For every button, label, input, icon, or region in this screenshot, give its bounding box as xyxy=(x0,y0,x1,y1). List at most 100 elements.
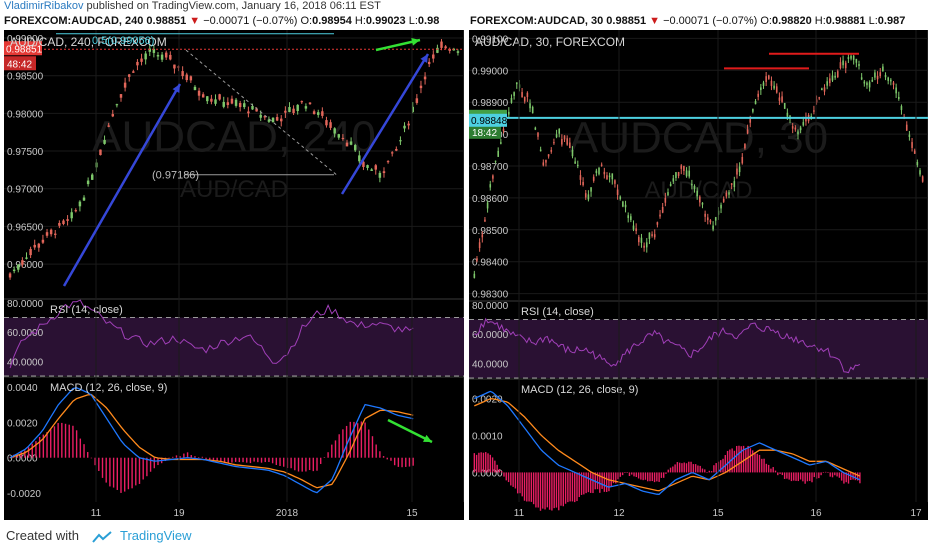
candle-body xyxy=(45,232,49,236)
macd-hist-bar xyxy=(42,434,45,458)
candle-body xyxy=(148,48,151,52)
candle-body xyxy=(407,123,410,126)
macd-hist-bar xyxy=(615,472,617,484)
macd-hist-bar xyxy=(774,470,777,473)
macd-hist-bar xyxy=(811,472,813,483)
macd-hist-bar xyxy=(308,457,311,471)
left-symbol[interactable]: FOREXCOM:AUDCAD, 240 xyxy=(4,15,144,27)
candle-body xyxy=(781,96,783,102)
candle-body xyxy=(653,234,656,238)
macd-hist-bar xyxy=(371,436,374,458)
macd-hist-bar xyxy=(838,472,841,478)
macd-hist-bar xyxy=(334,440,337,458)
candle-body xyxy=(709,220,712,223)
candle-body xyxy=(456,51,460,53)
candle-body xyxy=(317,112,320,115)
macd-hist-bar xyxy=(637,472,640,479)
candle-body xyxy=(701,202,704,205)
time-tick-label: 16 xyxy=(810,508,822,519)
countdown-box xyxy=(469,124,501,139)
macd-hist-bar xyxy=(175,455,178,458)
candle-body xyxy=(892,82,895,85)
candle-body xyxy=(312,111,316,115)
macd-hist-bar xyxy=(546,472,549,508)
tradingview-brand-link[interactable]: TradingView xyxy=(120,528,192,543)
time-tick-label: 19 xyxy=(173,508,185,519)
macd-signal-line xyxy=(474,398,861,492)
candle-body xyxy=(500,142,502,144)
candle-body xyxy=(547,154,550,157)
macd-hist-bar xyxy=(829,472,831,477)
rsi-label: RSI (14, close) xyxy=(50,304,123,316)
right-high: 0.98881 xyxy=(825,15,866,27)
candle-body xyxy=(696,190,698,197)
candle-body xyxy=(537,132,539,137)
macd-hist-bar xyxy=(704,469,706,473)
right-chart-svg[interactable]: AUDCAD, 30 AUD/CAD 0.98300 0.98400 0.98500 0.… xyxy=(469,30,929,520)
rsi-tick-label: 80.0000 xyxy=(472,301,509,312)
macd-hist-bar xyxy=(356,423,359,458)
candle-body xyxy=(333,128,336,134)
candle-body xyxy=(251,105,254,110)
macd-hist-bar xyxy=(758,454,761,473)
macd-hist-bar xyxy=(749,448,752,473)
time-tick-label: 17 xyxy=(910,508,922,519)
right-symbol[interactable]: FOREXCOM:AUDCAD, 30 xyxy=(470,15,604,27)
macd-tick-label: -0.0020 xyxy=(7,489,41,500)
left-open: 0.98954 xyxy=(312,15,352,27)
macd-line xyxy=(474,390,861,495)
macd-hist-bar xyxy=(596,472,599,490)
candle-body xyxy=(201,94,205,98)
candle-body xyxy=(895,87,897,94)
macd-tick-label: 0.0020 xyxy=(7,418,38,429)
macd-hist-bar xyxy=(390,457,392,461)
candle-body xyxy=(492,175,494,179)
right-change: −0.00071 (−0.07%) xyxy=(663,15,758,27)
macd-hist-bar xyxy=(612,472,615,484)
candle-body xyxy=(78,201,82,207)
candle-body xyxy=(677,172,680,176)
macd-hist-bar xyxy=(765,463,768,473)
rsi-tick-label: 40.0000 xyxy=(7,357,44,368)
macd-hist-bar xyxy=(558,472,560,511)
price-tick-label: 0.98500 xyxy=(472,226,509,237)
right-chart-panel[interactable]: AUDCAD, 30 AUD/CAD 0.98300 0.98400 0.98500 0.… xyxy=(469,30,929,520)
macd-hist-bar xyxy=(576,472,578,502)
macd-hist-bar xyxy=(505,472,507,481)
macd-hist-bar xyxy=(523,472,526,501)
rsi-band xyxy=(4,317,464,376)
macd-hist-bar xyxy=(813,472,815,478)
macd-hist-bar xyxy=(127,457,130,490)
candle-body xyxy=(553,142,555,144)
price-tick-label: 0.96500 xyxy=(7,222,44,233)
macd-hist-bar xyxy=(583,472,585,495)
price-tick-label: 0.98300 xyxy=(472,290,509,301)
candle-body xyxy=(243,103,246,108)
candle-body xyxy=(802,122,805,126)
macd-hist-bar xyxy=(316,457,318,471)
candle-body xyxy=(263,116,267,118)
macd-hist-bar xyxy=(815,472,818,479)
candle-body xyxy=(752,108,754,112)
rsi-band xyxy=(469,319,928,378)
macd-hist-bar xyxy=(589,472,592,493)
macd-hist-bar xyxy=(685,463,688,473)
left-chart-svg[interactable]: AUDCAD, 240 AUD/CAD 0.96000 0.96500 0.97000 0… xyxy=(4,30,465,520)
candle-body xyxy=(656,222,659,225)
macd-hist-bar xyxy=(194,456,196,458)
candle-body xyxy=(712,225,714,230)
macd-hist-bar xyxy=(512,472,514,487)
macd-tick-label: 0.0040 xyxy=(7,383,38,394)
macd-hist-bar xyxy=(635,472,638,477)
macd-hist-bar xyxy=(201,456,204,458)
trend-line-dashed xyxy=(185,49,338,176)
macd-hist-bar xyxy=(820,472,822,476)
candle-body xyxy=(37,243,41,248)
author-link[interactable]: VladimirRibakov xyxy=(4,0,84,12)
candle-body xyxy=(619,196,622,199)
left-chart-panel[interactable]: AUDCAD, 240 AUD/CAD 0.96000 0.96500 0.97000 0… xyxy=(4,30,465,520)
macd-hist-bar xyxy=(532,472,535,505)
candle-body xyxy=(218,94,221,100)
candle-body xyxy=(608,175,611,178)
candle-body xyxy=(86,180,90,185)
